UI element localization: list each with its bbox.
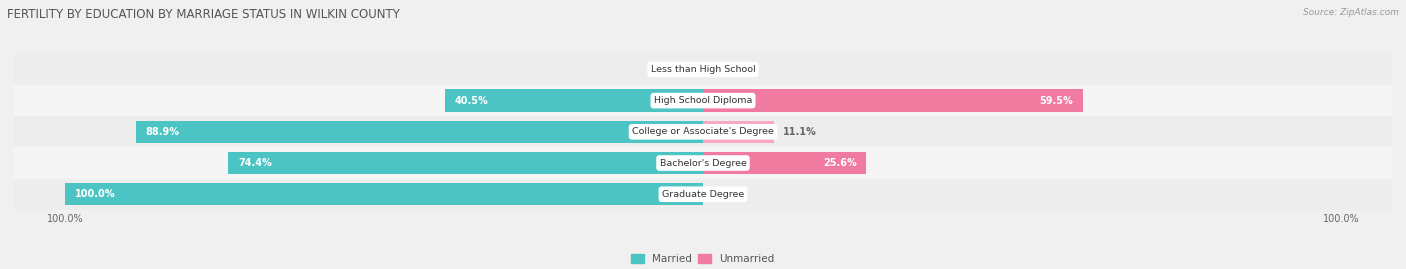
Text: Less than High School: Less than High School	[651, 65, 755, 74]
Bar	[14, 116, 1392, 147]
Bar	[14, 54, 1392, 85]
Text: 88.9%: 88.9%	[145, 127, 180, 137]
Text: Graduate Degree: Graduate Degree	[662, 190, 744, 199]
Bar	[703, 89, 1083, 112]
Text: 11.1%: 11.1%	[783, 127, 817, 137]
Bar	[703, 152, 866, 174]
Text: High School Diploma: High School Diploma	[654, 96, 752, 105]
Bar	[136, 121, 703, 143]
Bar	[65, 183, 703, 206]
Bar	[14, 85, 1392, 116]
Bar	[703, 121, 773, 143]
Bar	[444, 89, 703, 112]
Text: 59.5%: 59.5%	[1039, 95, 1073, 106]
Text: Bachelor's Degree: Bachelor's Degree	[659, 158, 747, 168]
Text: 0.0%: 0.0%	[713, 189, 740, 199]
Text: FERTILITY BY EDUCATION BY MARRIAGE STATUS IN WILKIN COUNTY: FERTILITY BY EDUCATION BY MARRIAGE STATU…	[7, 8, 399, 21]
Bar	[228, 152, 703, 174]
Text: 0.0%: 0.0%	[713, 64, 740, 75]
Text: Source: ZipAtlas.com: Source: ZipAtlas.com	[1303, 8, 1399, 17]
Text: 0.0%: 0.0%	[666, 64, 693, 75]
Text: College or Associate's Degree: College or Associate's Degree	[633, 127, 773, 136]
Bar	[14, 147, 1392, 179]
Legend: Married, Unmarried: Married, Unmarried	[631, 254, 775, 264]
Bar	[14, 179, 1392, 210]
Text: 74.4%: 74.4%	[238, 158, 271, 168]
Text: 40.5%: 40.5%	[454, 95, 488, 106]
Text: 100.0%: 100.0%	[75, 189, 115, 199]
Text: 25.6%: 25.6%	[823, 158, 856, 168]
